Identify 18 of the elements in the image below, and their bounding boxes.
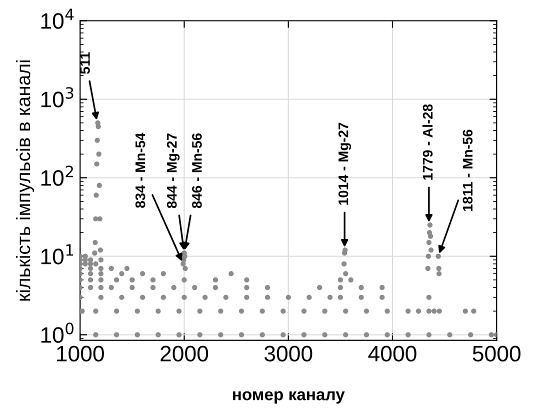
x-tick-label: 5000 bbox=[472, 346, 520, 362]
annotation: 1779 - Al-28 bbox=[422, 104, 433, 180]
x-tick-label: 4000 bbox=[368, 346, 416, 362]
annotation: 1014 - Mg-27 bbox=[338, 122, 352, 205]
annotation: 846 - Mn-56 bbox=[192, 133, 202, 208]
annotation: 834 - Mn-54 bbox=[135, 132, 146, 208]
y-tick-label: 10$^{3}$ bbox=[41, 87, 74, 108]
annotation: 844 - Mg-27 bbox=[166, 134, 180, 208]
annotation: 1811 - Mn-56 bbox=[462, 130, 473, 211]
y-tick-label: 10$^{1}$ bbox=[41, 244, 74, 264]
x-tick-label: 1000 bbox=[57, 346, 104, 362]
x-tick-label: 2000 bbox=[160, 346, 208, 362]
x-tick-label: 3000 bbox=[264, 346, 312, 362]
y-axis-title: кількість імпульсів в каналі bbox=[16, 60, 34, 301]
x-axis-title: номер каналу bbox=[233, 391, 345, 404]
y-tick-label: 10$^{4}$ bbox=[41, 8, 74, 29]
y-tick-label: 10$^{0}$ bbox=[41, 322, 74, 343]
y-tick-label: 10$^{2}$ bbox=[41, 166, 73, 186]
